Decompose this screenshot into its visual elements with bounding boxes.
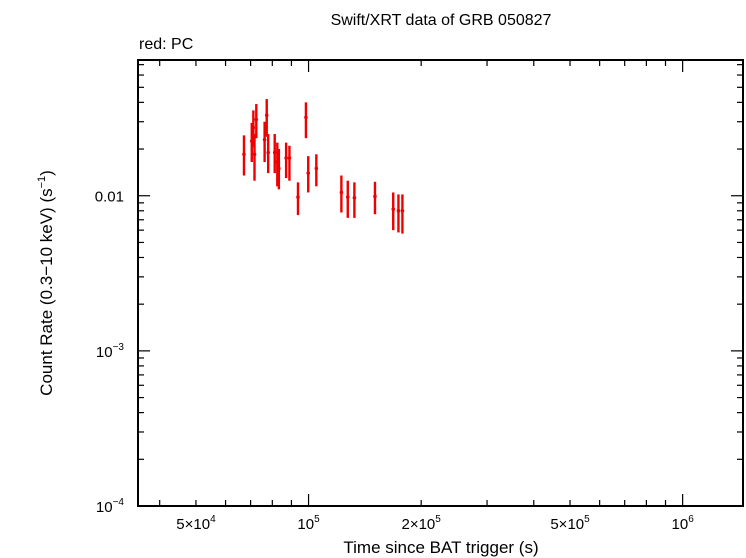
point-marker: [272, 150, 277, 155]
point-marker: [304, 115, 308, 120]
point-marker: [345, 195, 350, 199]
point-marker: [252, 152, 257, 157]
data-point: [373, 181, 377, 215]
x-tick-label: 5×105: [550, 514, 590, 533]
data-points: [242, 99, 405, 234]
data-point: [396, 194, 401, 233]
tick-labels: 5×104 105 2×105 5×105 106 0.01 10−3 10−4: [95, 189, 694, 533]
x-tick-label: 105: [297, 514, 320, 533]
y-tick-label: 10−4: [96, 497, 125, 516]
data-point: [254, 104, 259, 139]
point-marker: [391, 207, 396, 211]
point-marker: [339, 190, 344, 195]
point-marker: [352, 195, 357, 200]
point-marker: [266, 150, 270, 155]
x-tick-label: 5×104: [176, 514, 216, 533]
data-point: [391, 192, 396, 231]
data-point: [252, 134, 257, 181]
point-marker: [262, 137, 267, 142]
point-marker: [264, 113, 269, 118]
chart-title: Swift/XRT data of GRB 050827: [331, 12, 552, 29]
y-axis-label-sup: −1: [36, 176, 48, 189]
data-point: [314, 154, 319, 187]
point-marker: [314, 166, 319, 171]
x-tick-label: 2×105: [401, 514, 441, 533]
data-point: [345, 180, 350, 218]
x-tick-label: 106: [672, 514, 695, 533]
y-tick-label: 10−3: [96, 342, 125, 361]
point-marker: [287, 156, 292, 160]
point-marker: [277, 166, 281, 171]
point-marker: [254, 117, 259, 122]
plot-frame: [137, 59, 744, 507]
data-point: [339, 175, 344, 213]
point-marker: [400, 208, 405, 213]
point-marker: [296, 195, 300, 199]
data-point: [262, 121, 267, 163]
data-point: [242, 135, 246, 176]
y-axis-label-main: Count Rate (0.3−10 keV) (s: [37, 188, 56, 395]
chart-subtitle: red: PC: [139, 36, 193, 53]
data-point: [296, 182, 300, 216]
point-marker: [373, 194, 377, 199]
data-point: [304, 102, 308, 139]
data-point: [266, 134, 270, 174]
point-marker: [242, 152, 246, 157]
data-point: [277, 149, 281, 190]
data-point: [352, 182, 357, 218]
data-point: [284, 142, 288, 179]
x-axis-label: Time since BAT trigger (s): [343, 538, 538, 557]
data-point: [264, 99, 269, 137]
data-point: [272, 134, 277, 174]
y-axis-label-end: ): [37, 170, 56, 176]
point-marker: [251, 125, 256, 130]
point-marker: [396, 208, 401, 213]
y-axis-label: Count Rate (0.3−10 keV) (s−1): [36, 170, 56, 396]
point-marker: [306, 171, 311, 175]
axis-ticks: [138, 60, 743, 507]
data-point: [287, 145, 292, 181]
point-marker: [284, 156, 288, 160]
data-point: [306, 156, 311, 193]
data-point: [400, 194, 405, 234]
y-tick-label: 0.01: [95, 189, 124, 206]
